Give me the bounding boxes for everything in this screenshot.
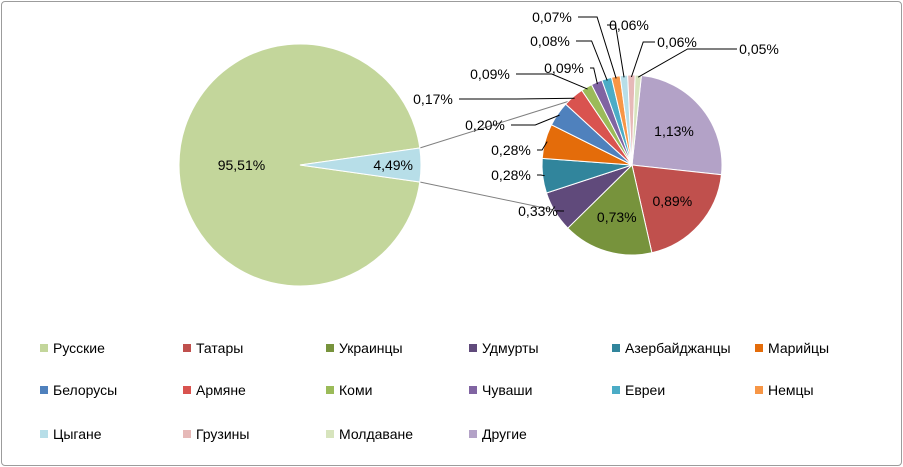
secondary-pie-label: 0,17% — [413, 91, 453, 107]
legend-label: Удмурты — [482, 340, 539, 356]
secondary-pie-label: 0,28% — [491, 167, 531, 183]
legend-label: Коми — [339, 382, 372, 398]
label-leader-line — [516, 73, 588, 90]
label-leader-line — [578, 16, 617, 79]
secondary-pie-slice — [567, 164, 653, 256]
label-leader-line — [637, 48, 737, 78]
legend-swatch — [469, 386, 477, 394]
pie-connector-lines — [419, 100, 569, 211]
connector-line-bottom — [419, 181, 555, 211]
legend-swatch — [40, 430, 48, 438]
legend-label: Евреи — [625, 382, 665, 398]
chart-legend: Русские Татары Украинцы Удмурты Азербайджанц… — [40, 340, 829, 442]
connector-line-top — [419, 100, 569, 149]
label-leader-line — [511, 114, 560, 126]
legend-label: Молдаване — [339, 426, 413, 442]
secondary-pie-label: 0,89% — [652, 193, 692, 209]
data-labels: 95,51% 4,49% 1,13% 0,89% 0,73% 0,33% 0,28% 0,28… — [218, 9, 779, 225]
label-leader-line — [576, 40, 608, 81]
secondary-pie-label: 1,13% — [654, 123, 694, 139]
main-pie-label: 4,49% — [373, 157, 413, 173]
secondary-pie-label: 0,05% — [739, 41, 779, 57]
secondary-pie-label: 0,28% — [491, 142, 531, 158]
legend-swatch — [40, 344, 48, 352]
main-pie-slice-small — [299, 147, 422, 183]
secondary-pie-label: 0,07% — [532, 9, 572, 25]
secondary-pie-label: 0,33% — [518, 203, 558, 219]
legend-label: Чуваши — [482, 382, 532, 398]
main-pie-slice-large — [178, 43, 421, 287]
legend-label: Армяне — [196, 382, 246, 398]
legend-swatch — [469, 430, 477, 438]
legend-label: Немцы — [768, 382, 814, 398]
legend-label: Татары — [196, 340, 243, 356]
legend-label: Белорусы — [53, 382, 117, 398]
main-pie-label: 95,51% — [218, 157, 265, 173]
legend-swatch — [40, 386, 48, 394]
secondary-pie-slice — [631, 74, 723, 176]
label-leader-line — [590, 67, 598, 85]
label-leader-line — [537, 174, 545, 177]
secondary-pie-label: 0,09% — [544, 60, 584, 76]
legend-swatch — [755, 344, 763, 352]
legend-swatch — [755, 386, 763, 394]
legend-label: Другие — [482, 426, 527, 442]
secondary-pie-label: 0,08% — [530, 33, 570, 49]
legend-label: Марийцы — [768, 340, 829, 356]
legend-label: Цыгане — [53, 426, 102, 442]
legend-swatch — [612, 386, 620, 394]
legend-label: Украинцы — [339, 340, 403, 356]
legend-swatch — [183, 430, 191, 438]
label-leader-line — [537, 141, 548, 151]
legend-label: Русские — [53, 340, 105, 356]
main-pie — [178, 43, 422, 287]
secondary-pie-label: 0,06% — [609, 17, 649, 33]
legend-label: Азербайджанцы — [625, 340, 731, 356]
legend-label: Грузины — [196, 426, 249, 442]
secondary-pie-label: 0,73% — [597, 209, 637, 225]
legend-swatch — [326, 386, 334, 394]
secondary-pie-label: 0,20% — [465, 117, 505, 133]
label-leader-line — [630, 41, 655, 78]
secondary-pie-label: 0,06% — [657, 34, 697, 50]
label-leader-lines — [459, 16, 737, 212]
legend-swatch — [326, 344, 334, 352]
secondary-pie — [541, 74, 723, 256]
secondary-pie-label: 0,09% — [470, 66, 510, 82]
label-leader-line — [459, 97, 575, 100]
legend-swatch — [612, 344, 620, 352]
legend-swatch — [326, 430, 334, 438]
label-leader-line — [607, 24, 625, 78]
secondary-pie-slice — [631, 164, 723, 254]
legend-swatch — [469, 344, 477, 352]
legend-swatch — [183, 386, 191, 394]
legend-swatch — [183, 344, 191, 352]
